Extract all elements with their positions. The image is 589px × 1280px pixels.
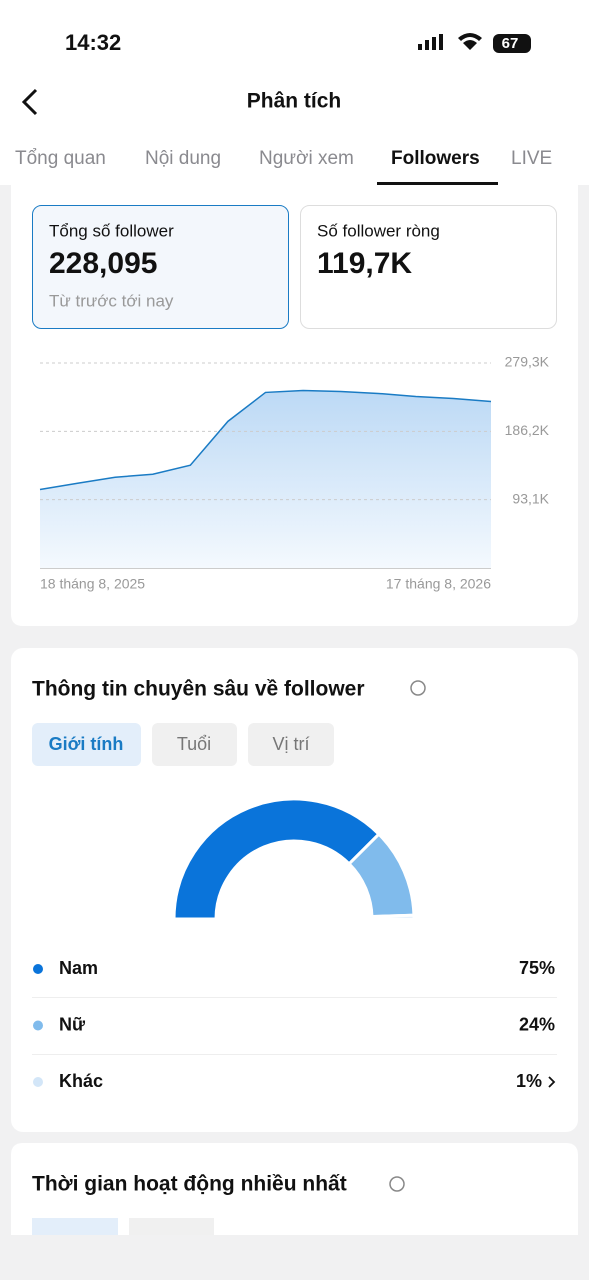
tab-active[interactable]: Followers: [391, 148, 480, 169]
summary-card[interactable]: [300, 205, 557, 329]
legend-value: 24%: [519, 1014, 555, 1034]
tab[interactable]: Người xem: [259, 148, 354, 169]
x-tick-label: 17 tháng 8, 2026: [386, 576, 491, 592]
filter-active[interactable]: [32, 1218, 118, 1235]
info-icon[interactable]: [410, 680, 426, 696]
y-tick-label: 186,2K: [505, 422, 550, 438]
tab-indicator: [377, 182, 498, 185]
summary-value: 228,095: [49, 247, 157, 280]
legend-dot: [33, 964, 43, 974]
info-icon[interactable]: [389, 1176, 405, 1192]
header-title: Phân tích: [247, 90, 342, 113]
segment: [370, 913, 416, 921]
x-tick-label: 18 tháng 8, 2025: [40, 576, 145, 592]
chevron[interactable]: [548, 1076, 556, 1088]
tab[interactable]: Nội dung: [145, 148, 221, 169]
insights-card: [11, 648, 578, 1132]
filter-label: Tuổi: [177, 734, 211, 754]
legend-dot: [33, 1020, 43, 1031]
summary-note: Từ trước tới nay: [49, 291, 174, 310]
legend-label: Nữ: [59, 1014, 86, 1034]
legend-value: 1%: [516, 1071, 542, 1091]
filter-label: Giới tính: [49, 734, 124, 754]
signal: [418, 34, 443, 50]
filter-label: Vị trí: [272, 734, 309, 754]
summary-label: Tổng số follower: [49, 221, 174, 240]
legend-label: Khác: [59, 1071, 103, 1091]
tab[interactable]: Tổng quan: [15, 148, 106, 169]
filter[interactable]: [152, 723, 237, 766]
filter[interactable]: [129, 1218, 214, 1235]
legend-label: Nam: [59, 958, 98, 978]
summary-card[interactable]: [32, 205, 289, 329]
line: [39, 389, 492, 491]
battery-level: 67: [502, 35, 519, 52]
area: [40, 390, 491, 568]
summary-value: 119,7K: [317, 247, 412, 280]
top-bar: [0, 0, 589, 185]
segment: [172, 797, 381, 921]
section-title: Thông tin chuyên sâu về follower: [32, 678, 365, 701]
activity-card: [11, 1143, 578, 1235]
legend-value: 75%: [519, 958, 555, 978]
battery: [493, 34, 531, 53]
wifi: [458, 33, 482, 50]
section-title: Thời gian hoạt động nhiều nhất: [32, 1173, 347, 1196]
tab[interactable]: LIVE: [511, 148, 552, 169]
time: 14:32: [65, 30, 121, 55]
legend-dot: [33, 1077, 43, 1087]
line-chart: 93,1K 186,2K 279,3K 18 tháng 8, 2025 17 thán…: [39, 354, 550, 592]
gender-chart: Nam 75% Nữ 24% Khác 1%: [33, 797, 555, 1091]
y-tick-label: 93,1K: [512, 490, 549, 506]
filter[interactable]: [248, 723, 334, 766]
filter-active[interactable]: [32, 723, 141, 766]
y-tick-label: 279,3K: [505, 354, 550, 370]
summary-label: Số follower ròng: [317, 221, 440, 240]
back-button[interactable]: [21, 88, 38, 116]
